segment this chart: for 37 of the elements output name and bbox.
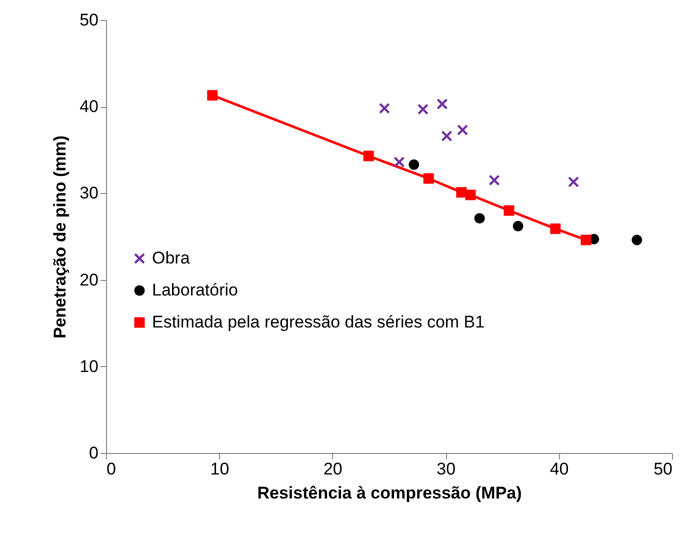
point [457,124,468,136]
point [408,159,420,170]
y-tick-label: 30 [80,184,98,203]
point [580,234,592,246]
y-tick-label: 0 [89,444,98,462]
point [550,223,561,234]
point [489,174,500,186]
point [418,104,428,114]
point [504,205,514,216]
y-axis-title: Penetração de pino (mm) [50,135,70,339]
legend-label: Estimada pela regressão das séries com B1 [152,312,485,332]
point [512,220,524,232]
point [394,156,404,168]
point [207,90,218,101]
point [363,150,374,162]
x-tick-label: 40 [550,460,569,478]
x-axis-title: Resistência à compressão (MPa) [257,484,522,502]
legend-label: Laboratório [152,280,238,300]
x-tick-label: 20 [323,460,342,478]
point [456,187,467,198]
y-tick-label: 10 [80,356,98,376]
point [474,213,485,224]
point [379,103,390,114]
point [441,130,452,142]
x-tick-label: 30 [436,460,456,478]
x-tick-label: 50 [654,460,672,478]
point [568,176,579,188]
point [423,173,434,184]
point [436,98,448,110]
point [465,190,476,200]
x-tick-label: 10 [210,460,230,478]
y-tick-label: 20 [80,270,98,290]
legend-label: Obra [152,248,190,268]
y-tick-label: 50 [80,10,98,30]
y-tick-label: 40 [80,97,98,116]
x-tick-label: 0 [106,460,116,478]
point [632,234,642,246]
